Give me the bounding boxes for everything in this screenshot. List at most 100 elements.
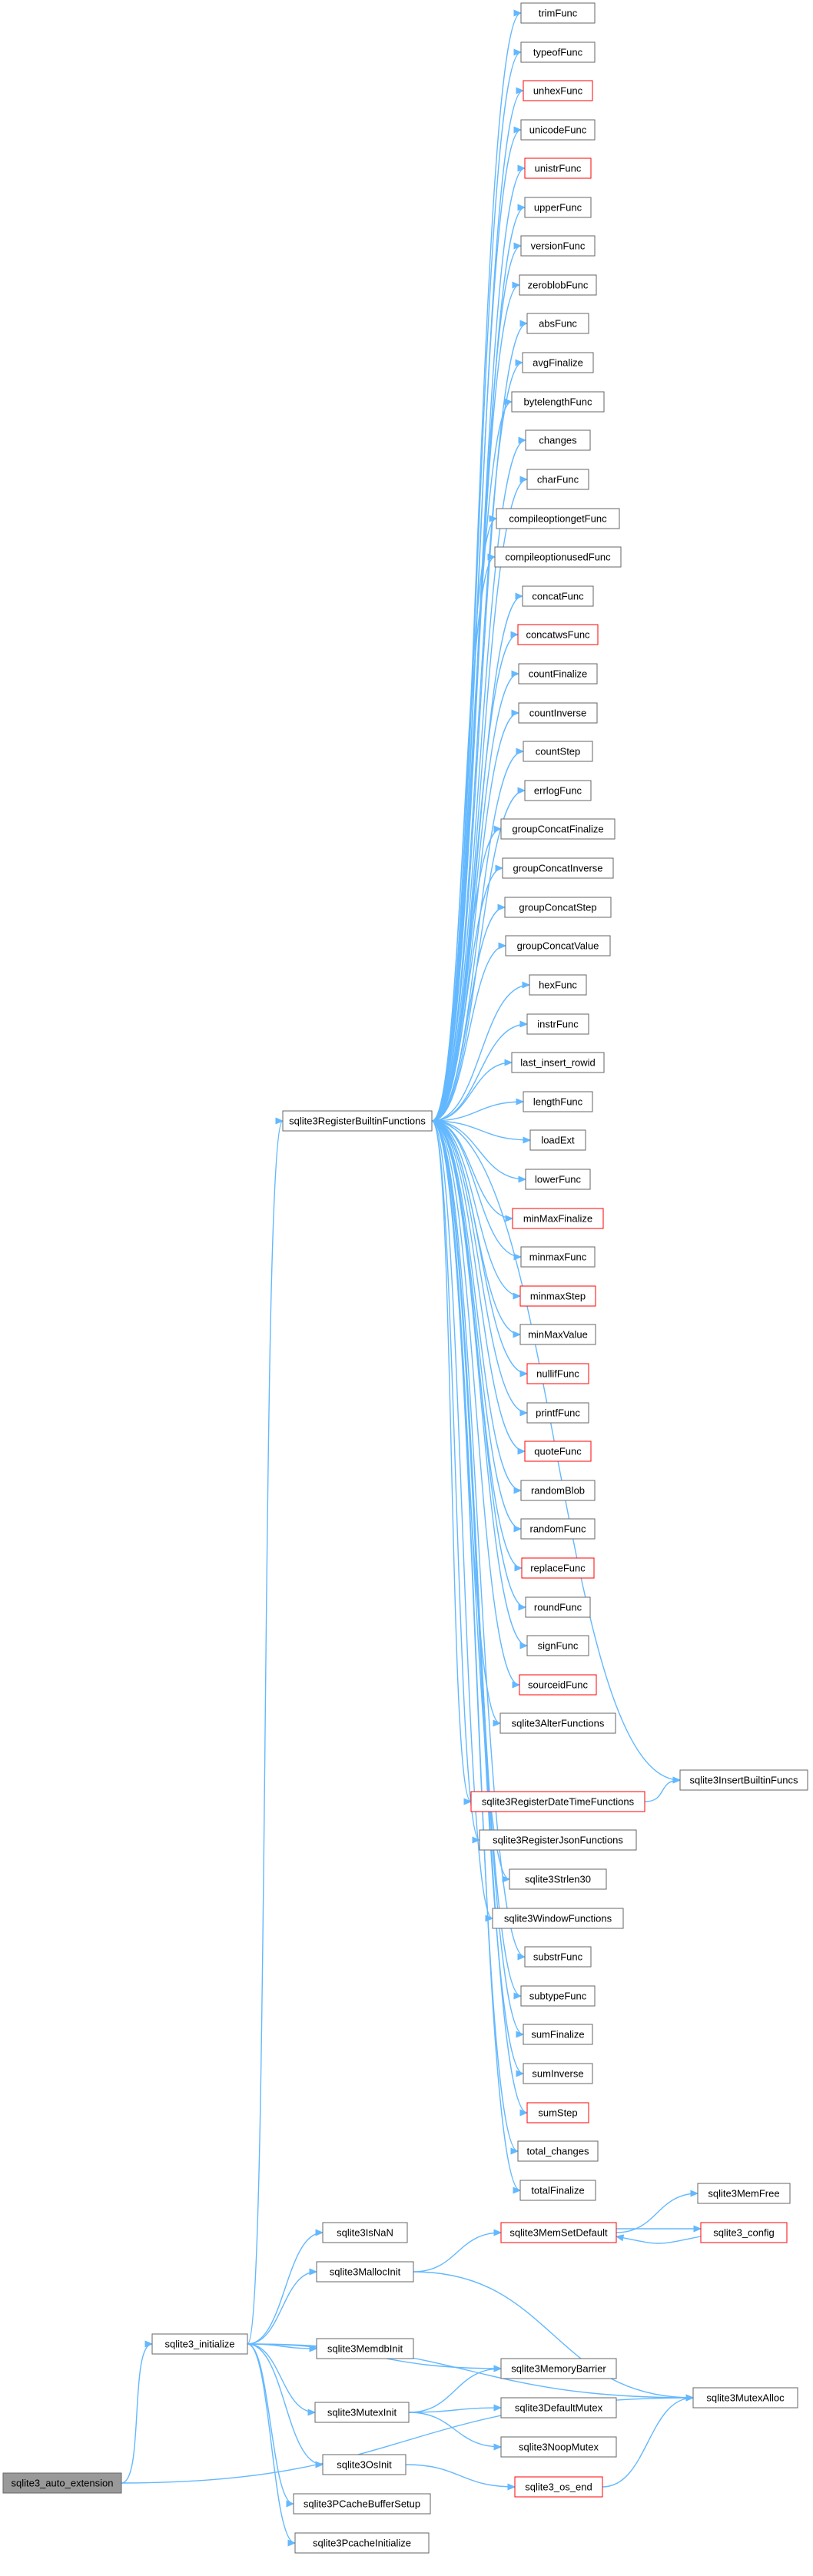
node-label: totalFinalize [531,2185,584,2196]
node-label: last_insert_rowid [520,1057,596,1069]
node-avgFinalize[interactable]: avgFinalize [522,352,594,373]
edge-line [616,2236,702,2244]
node-minMaxValue[interactable]: minMaxValue [519,1324,596,1345]
node-box [316,2338,414,2359]
arrowhead [493,2443,503,2451]
node-label: sqlite3Strlen30 [525,1874,591,1885]
node-nullifFunc[interactable]: nullifFunc [526,1363,589,1384]
node-sqlite3_os_end[interactable]: sqlite3_os_end [514,2476,603,2498]
node-sqlite3MemSetDefault[interactable]: sqlite3MemSetDefault [500,2222,617,2243]
node-sqlite3RegisterBuiltinFunctions[interactable]: sqlite3RegisterBuiltinFunctions [282,1110,433,1132]
node-typeofFunc[interactable]: typeofFunc [520,41,596,63]
node-versionFunc[interactable]: versionFunc [520,235,596,257]
arrowhead [510,2147,519,2155]
node-quoteFunc[interactable]: quoteFunc [524,1441,592,1462]
node-concatFunc[interactable]: concatFunc [522,585,594,607]
node-compileoptionusedFunc[interactable]: compileoptionusedFunc [494,546,622,568]
node-sqlite3Strlen30[interactable]: sqlite3Strlen30 [509,1868,607,1890]
node-total_changes[interactable]: total_changes [517,2140,599,2162]
node-sqlite3RegisterJsonFunctions[interactable]: sqlite3RegisterJsonFunctions [479,1829,637,1851]
node-label: unicodeFunc [529,124,587,136]
node-changes[interactable]: changes [525,429,591,451]
node-unhexFunc[interactable]: unhexFunc [523,80,593,101]
node-minMaxFinalize[interactable]: minMaxFinalize [512,1208,604,1229]
node-sqlite3MutexInit[interactable]: sqlite3MutexInit [314,2402,410,2423]
node-subtypeFunc[interactable]: subtypeFunc [520,1985,596,2007]
node-label: signFunc [538,1640,579,1652]
node-concatwsFunc[interactable]: concatwsFunc [517,624,599,645]
node-sqlite3IsNaN[interactable]: sqlite3IsNaN [322,2222,408,2243]
edge-n_reg-n_bytelen [431,398,513,1122]
node-sqlite3OsInit[interactable]: sqlite3OsInit [322,2454,406,2475]
edge-line [431,323,528,1122]
node-sqlite3PcacheInitialize[interactable]: sqlite3PcacheInitialize [294,2532,430,2554]
node-roundFunc[interactable]: roundFunc [525,1596,591,1618]
node-sqlite3MemdbInit[interactable]: sqlite3MemdbInit [316,2338,414,2359]
node-sqlite3RegisterDateTimeFunctions[interactable]: sqlite3RegisterDateTimeFunctions [470,1791,645,1812]
node-replaceFunc[interactable]: replaceFunc [521,1557,595,1579]
arrowhead [512,281,521,289]
node-sumInverse[interactable]: sumInverse [523,2063,593,2084]
node-last_insert_rowid[interactable]: last_insert_rowid [511,1052,605,1073]
node-sqlite3AlterFunctions[interactable]: sqlite3AlterFunctions [499,1712,616,1734]
node-sumFinalize[interactable]: sumFinalize [523,2024,593,2045]
node-countInverse[interactable]: countInverse [518,702,598,724]
node-printfFunc[interactable]: printfFunc [526,1402,589,1424]
node-sqlite3MemFree[interactable]: sqlite3MemFree [697,2183,791,2204]
node-label: sqlite3MemdbInit [327,2343,403,2355]
node-minmaxFunc[interactable]: minmaxFunc [520,1246,596,1268]
node-box [523,2063,593,2084]
node-box [519,274,597,296]
node-bytelengthFunc[interactable]: bytelengthFunc [511,391,605,413]
node-label: unistrFunc [535,163,582,174]
node-compileoptiongetFunc[interactable]: compileoptiongetFunc [496,508,620,529]
node-groupConcatFinalize[interactable]: groupConcatFinalize [500,818,616,840]
node-sourceidFunc[interactable]: sourceidFunc [519,1674,597,1696]
node-hexFunc[interactable]: hexFunc [529,974,587,996]
node-box [520,2,596,24]
node-substrFunc[interactable]: substrFunc [524,1946,592,1968]
node-trimFunc[interactable]: trimFunc [520,2,596,24]
node-sqlite3MallocInit[interactable]: sqlite3MallocInit [316,2261,414,2283]
node-sqlite3PCacheBufferSetup[interactable]: sqlite3PCacheBufferSetup [293,2493,431,2515]
node-sqlite3_config[interactable]: sqlite3_config [700,2222,788,2243]
node-minmaxStep[interactable]: minmaxStep [519,1285,596,1307]
node-countFinalize[interactable]: countFinalize [518,663,598,685]
node-randomBlob[interactable]: randomBlob [520,1480,596,1501]
node-groupConcatValue[interactable]: groupConcatValue [505,935,611,956]
node-lengthFunc[interactable]: lengthFunc [523,1091,593,1112]
node-sqlite3InsertBuiltinFuncs[interactable]: sqlite3InsertBuiltinFuncs [679,1769,808,1791]
node-countStep[interactable]: countStep [523,741,593,762]
node-sumStep[interactable]: sumStep [526,2102,589,2123]
node-instrFunc[interactable]: instrFunc [526,1013,589,1035]
edge-line [121,2343,153,2484]
edge-n_reg-n_sourceid [431,1120,521,1689]
node-signFunc[interactable]: signFunc [526,1635,589,1656]
node-groupConcatStep[interactable]: groupConcatStep [504,897,612,918]
node-sqlite3DefaultMutex[interactable]: sqlite3DefaultMutex [500,2397,617,2419]
node-sqlite3_auto_extension[interactable]: sqlite3_auto_extension [2,2472,122,2494]
node-sqlite3_initialize[interactable]: sqlite3_initialize [151,2333,248,2355]
node-groupConcatInverse[interactable]: groupConcatInverse [502,857,614,879]
node-randomFunc[interactable]: randomFunc [520,1518,596,1540]
node-absFunc[interactable]: absFunc [526,313,589,334]
node-charFunc[interactable]: charFunc [526,469,589,490]
node-unicodeFunc[interactable]: unicodeFunc [520,119,596,141]
node-sqlite3MemoryBarrier[interactable]: sqlite3MemoryBarrier [500,2358,617,2379]
edge-n_init-n_mutexalloc [247,2343,695,2402]
node-zeroblobFunc[interactable]: zeroblobFunc [519,274,597,296]
node-sqlite3NoopMutex[interactable]: sqlite3NoopMutex [500,2436,617,2458]
node-unistrFunc[interactable]: unistrFunc [524,157,592,179]
node-label: quoteFunc [534,1446,582,1457]
edge-line [431,1101,524,1122]
node-label: sumInverse [532,2068,583,2080]
node-totalFinalize[interactable]: totalFinalize [519,2180,596,2201]
node-lowerFunc[interactable]: lowerFunc [525,1169,591,1190]
node-sqlite3WindowFunctions[interactable]: sqlite3WindowFunctions [492,1908,624,1929]
edge-n_reg-n_mmstep [431,1120,522,1300]
node-sqlite3MutexAlloc[interactable]: sqlite3MutexAlloc [692,2387,798,2409]
edge-line [431,1120,528,2114]
node-upperFunc[interactable]: upperFunc [524,197,592,218]
node-loadExt[interactable]: loadExt [529,1129,586,1151]
node-errlogFunc[interactable]: errlogFunc [524,780,592,801]
